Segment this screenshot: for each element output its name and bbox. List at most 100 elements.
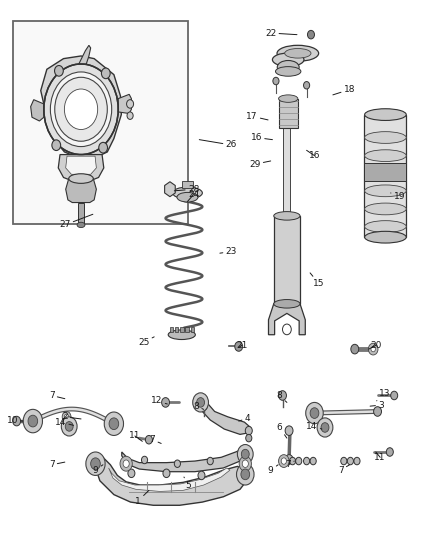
Ellipse shape xyxy=(277,60,299,74)
Polygon shape xyxy=(58,155,104,181)
Polygon shape xyxy=(41,56,121,157)
Bar xyxy=(170,327,173,332)
Ellipse shape xyxy=(274,300,300,308)
Bar xyxy=(175,327,178,332)
Text: 8: 8 xyxy=(193,402,204,410)
Circle shape xyxy=(283,324,291,335)
Circle shape xyxy=(306,402,323,424)
Circle shape xyxy=(207,457,213,465)
Text: 5: 5 xyxy=(184,477,191,489)
Ellipse shape xyxy=(364,132,406,143)
Ellipse shape xyxy=(274,212,300,220)
Text: 12: 12 xyxy=(151,397,167,405)
Circle shape xyxy=(64,414,69,419)
Circle shape xyxy=(28,415,38,427)
Text: 8: 8 xyxy=(276,391,287,402)
Circle shape xyxy=(197,398,205,407)
Text: 20: 20 xyxy=(369,341,381,350)
Polygon shape xyxy=(94,457,247,505)
Circle shape xyxy=(245,426,252,435)
Circle shape xyxy=(99,142,107,153)
Polygon shape xyxy=(118,94,131,114)
Circle shape xyxy=(57,80,105,139)
Bar xyxy=(182,181,193,188)
Ellipse shape xyxy=(364,231,406,243)
Circle shape xyxy=(120,456,132,471)
Text: 6: 6 xyxy=(276,423,287,438)
Bar xyxy=(180,327,184,332)
Circle shape xyxy=(141,456,148,464)
Circle shape xyxy=(127,100,134,108)
Text: 2: 2 xyxy=(62,413,81,421)
Circle shape xyxy=(50,72,112,147)
Ellipse shape xyxy=(276,67,301,76)
Text: 14: 14 xyxy=(55,418,74,426)
Circle shape xyxy=(193,393,208,412)
Ellipse shape xyxy=(364,185,406,197)
Circle shape xyxy=(237,445,253,464)
Text: 16: 16 xyxy=(307,150,320,160)
Circle shape xyxy=(347,457,353,465)
Circle shape xyxy=(285,426,293,435)
Text: 11: 11 xyxy=(129,432,142,441)
Circle shape xyxy=(310,457,316,465)
Circle shape xyxy=(104,412,124,435)
Circle shape xyxy=(242,460,248,467)
Ellipse shape xyxy=(285,49,311,58)
Circle shape xyxy=(109,418,119,430)
Text: 29: 29 xyxy=(249,160,271,168)
Circle shape xyxy=(279,455,289,467)
Bar xyxy=(185,327,189,332)
Circle shape xyxy=(200,402,207,410)
Circle shape xyxy=(354,457,360,465)
Circle shape xyxy=(307,30,314,39)
Ellipse shape xyxy=(168,330,195,340)
Text: 14: 14 xyxy=(306,422,322,431)
Circle shape xyxy=(304,457,310,465)
Ellipse shape xyxy=(364,167,406,179)
Text: 9: 9 xyxy=(268,465,278,474)
Circle shape xyxy=(145,435,152,444)
Circle shape xyxy=(127,112,133,119)
Ellipse shape xyxy=(272,53,304,67)
Circle shape xyxy=(285,455,293,464)
Polygon shape xyxy=(66,179,96,203)
Text: 7: 7 xyxy=(338,465,350,474)
Circle shape xyxy=(55,66,64,76)
Polygon shape xyxy=(109,468,230,491)
Circle shape xyxy=(55,77,107,141)
Text: 9: 9 xyxy=(92,465,103,474)
Circle shape xyxy=(44,64,118,155)
Text: 3: 3 xyxy=(370,401,384,409)
Bar xyxy=(78,203,84,225)
Ellipse shape xyxy=(364,150,406,161)
Bar xyxy=(274,216,300,304)
Circle shape xyxy=(174,460,180,467)
Text: 21: 21 xyxy=(236,341,247,350)
Ellipse shape xyxy=(364,109,406,120)
Circle shape xyxy=(86,452,105,475)
Circle shape xyxy=(351,344,359,354)
Circle shape xyxy=(198,471,205,480)
Circle shape xyxy=(371,346,375,352)
Text: 22: 22 xyxy=(265,29,297,37)
Bar xyxy=(364,163,406,181)
Ellipse shape xyxy=(177,192,198,202)
Polygon shape xyxy=(66,156,96,174)
Polygon shape xyxy=(31,100,44,121)
Circle shape xyxy=(374,407,381,416)
Circle shape xyxy=(391,391,398,400)
Ellipse shape xyxy=(173,187,202,199)
Circle shape xyxy=(341,457,347,465)
Text: 23: 23 xyxy=(220,247,237,256)
Text: 4: 4 xyxy=(239,414,250,423)
Polygon shape xyxy=(79,45,91,64)
Bar xyxy=(279,99,298,128)
Text: 7: 7 xyxy=(49,461,65,469)
Text: 25: 25 xyxy=(138,337,154,346)
Circle shape xyxy=(279,391,286,400)
Circle shape xyxy=(321,423,329,432)
Text: 15: 15 xyxy=(310,273,325,288)
Polygon shape xyxy=(198,399,251,434)
Circle shape xyxy=(368,343,378,355)
